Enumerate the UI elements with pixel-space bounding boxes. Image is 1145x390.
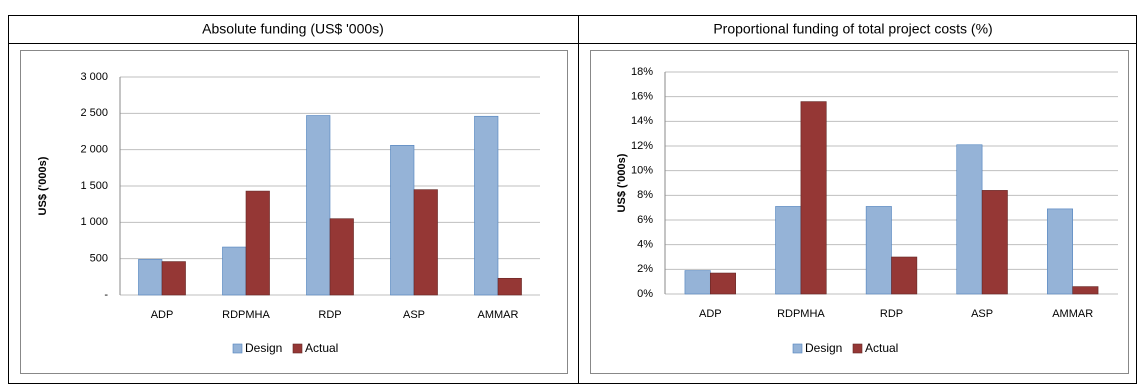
bar bbox=[245, 190, 270, 296]
legend-swatch bbox=[792, 343, 803, 354]
panel-title: Absolute funding (US$ '000s) bbox=[202, 21, 384, 37]
bar bbox=[474, 115, 499, 296]
y-tick-label: 12% bbox=[631, 140, 653, 152]
bar bbox=[956, 144, 983, 295]
x-tick-label: ADP bbox=[699, 308, 722, 320]
y-tick-label: 0% bbox=[637, 288, 653, 300]
bar bbox=[1072, 286, 1099, 295]
bar bbox=[1047, 208, 1074, 295]
y-tick-label: 2 500 bbox=[80, 107, 108, 119]
x-tick-label: RDPMHA bbox=[222, 309, 270, 321]
bar bbox=[684, 270, 711, 295]
bar bbox=[709, 272, 736, 295]
legend-label: Design bbox=[805, 341, 842, 355]
bar bbox=[390, 145, 415, 296]
y-tick-label: 16% bbox=[631, 91, 653, 103]
y-axis-label: US$ ('000s) bbox=[616, 153, 628, 212]
y-tick-label: 3 000 bbox=[80, 71, 108, 83]
y-tick-label: 2% bbox=[637, 263, 653, 275]
x-tick-label: ASP bbox=[971, 308, 993, 320]
bar bbox=[161, 261, 186, 296]
chart-frame bbox=[590, 50, 1129, 374]
y-tick-label: 10% bbox=[631, 165, 653, 177]
bar bbox=[222, 246, 247, 296]
y-tick-label: 2 000 bbox=[80, 144, 108, 156]
bar bbox=[497, 277, 522, 296]
x-tick-label: RDPMHA bbox=[777, 308, 825, 320]
y-tick-label: 14% bbox=[631, 115, 653, 127]
y-tick-label: - bbox=[104, 289, 108, 301]
y-tick-label: 18% bbox=[631, 66, 653, 78]
table-border bbox=[8, 15, 1137, 384]
x-tick-label: AMMAR bbox=[1052, 308, 1093, 320]
panel-title: Proportional funding of total project co… bbox=[713, 21, 992, 37]
y-tick-label: 1 000 bbox=[80, 216, 108, 228]
x-tick-label: ADP bbox=[151, 309, 174, 321]
y-tick-label: 8% bbox=[637, 189, 653, 201]
legend-label: Design bbox=[245, 341, 282, 355]
x-tick-label: RDP bbox=[880, 308, 903, 320]
bar bbox=[306, 115, 331, 296]
legend-swatch bbox=[232, 343, 243, 354]
y-tick-label: 4% bbox=[637, 239, 653, 251]
bar bbox=[329, 218, 354, 296]
legend-swatch bbox=[292, 343, 303, 354]
bar bbox=[138, 259, 163, 296]
y-tick-label: 6% bbox=[637, 214, 653, 226]
bar bbox=[865, 206, 892, 295]
x-tick-label: ASP bbox=[403, 309, 425, 321]
legend-label: Actual bbox=[865, 341, 898, 355]
bar bbox=[981, 190, 1008, 295]
legend-swatch bbox=[852, 343, 863, 354]
y-tick-label: 1 500 bbox=[80, 180, 108, 192]
y-tick-label: 500 bbox=[90, 253, 108, 265]
bar bbox=[775, 206, 802, 295]
bar bbox=[800, 101, 827, 295]
legend-label: Actual bbox=[305, 341, 338, 355]
bar bbox=[413, 189, 438, 296]
x-tick-label: RDP bbox=[318, 309, 341, 321]
bar bbox=[891, 256, 918, 295]
x-tick-label: AMMAR bbox=[478, 309, 519, 321]
y-axis-label: US$ ('000s) bbox=[37, 156, 49, 215]
